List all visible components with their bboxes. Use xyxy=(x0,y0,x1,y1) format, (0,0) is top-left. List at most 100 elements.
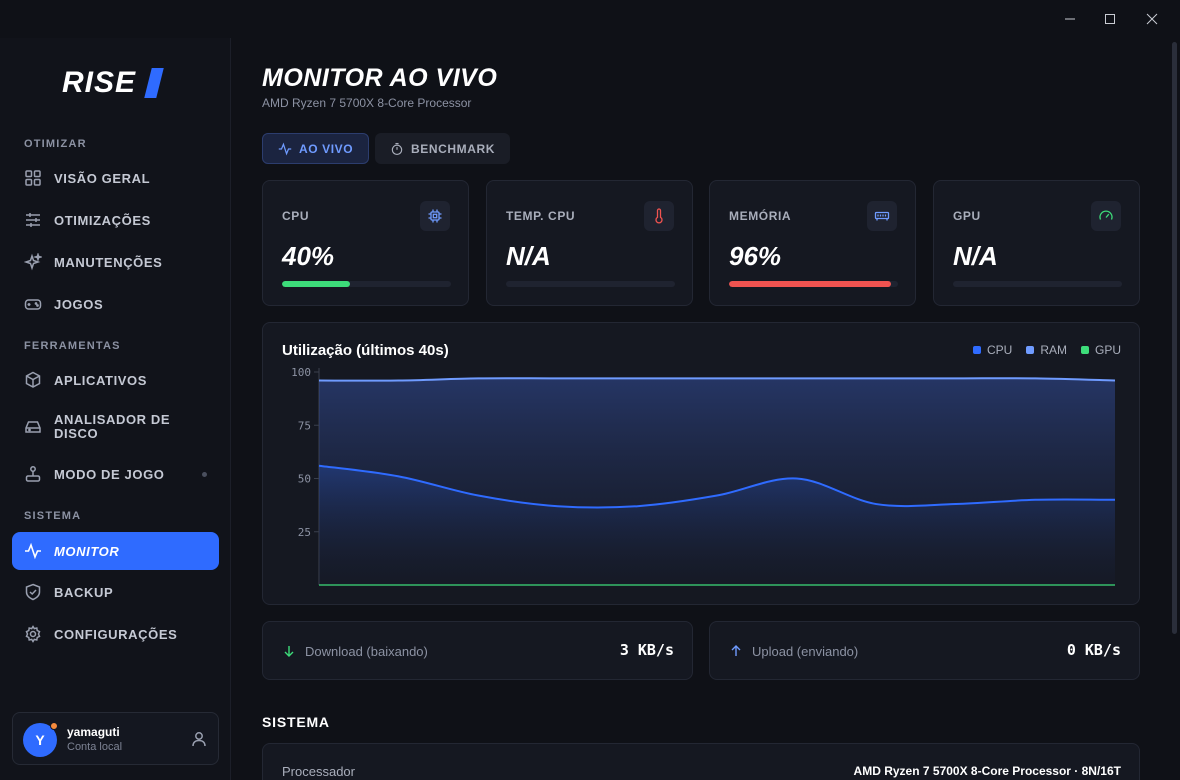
memory-icon xyxy=(867,201,897,231)
tab-label: AO VIVO xyxy=(299,141,354,156)
user-icon[interactable] xyxy=(190,730,208,748)
scrollbar[interactable] xyxy=(1172,42,1177,634)
sidebar-item-jogos[interactable]: JOGOS xyxy=(12,285,219,323)
maximize-button[interactable] xyxy=(1098,8,1122,30)
sliders-icon xyxy=(24,211,42,229)
download-value: 3 KB/s xyxy=(619,641,674,659)
stat-card-memoria: MEMÓRIA 96% xyxy=(709,180,916,306)
activity-icon xyxy=(24,542,42,560)
stat-value: N/A xyxy=(506,241,551,271)
status-indicator xyxy=(50,722,58,730)
user-subtitle: Conta local xyxy=(67,741,123,753)
close-button[interactable] xyxy=(1140,8,1164,30)
system-key: Processador xyxy=(282,764,355,779)
gear-icon xyxy=(24,625,42,643)
stat-card-gpu: GPU N/A xyxy=(933,180,1140,306)
section-label-otimizar: OTIMIZAR xyxy=(24,138,87,150)
sidebar-item-visao-geral[interactable]: VISÃO GERAL xyxy=(12,159,219,197)
gauge-icon xyxy=(1091,201,1121,231)
progress-bar xyxy=(953,281,1122,287)
sidebar-item-label: MONITOR xyxy=(54,543,120,559)
ram-line xyxy=(318,377,1116,382)
shield-icon xyxy=(24,583,42,601)
sidebar-item-label: MANUTENÇÕES xyxy=(54,254,163,270)
sidebar-item-configuracoes[interactable]: CONFIGURAÇÕES xyxy=(12,615,219,653)
stat-label: GPU xyxy=(953,209,981,223)
progress-fill xyxy=(729,281,892,287)
sidebar-item-label: CONFIGURAÇÕES xyxy=(54,626,178,642)
sidebar-item-label: MODO DE JOGO xyxy=(54,466,165,482)
legend-swatch xyxy=(972,346,981,354)
page-title: MONITOR AO VIVO xyxy=(262,64,498,92)
upload-card: Upload (enviando) 0 KB/s xyxy=(709,621,1140,680)
y-tick-label: 100 xyxy=(291,366,311,379)
sidebar-item-monitor[interactable]: MONITOR xyxy=(12,532,219,570)
y-tick-label: 25 xyxy=(298,526,311,539)
status-dot xyxy=(202,472,207,477)
joystick-icon xyxy=(24,465,42,483)
section-label-ferramentas: FERRAMENTAS xyxy=(24,340,121,352)
upload-label: Upload (enviando) xyxy=(752,644,859,659)
minimize-button[interactable] xyxy=(1058,8,1082,30)
arrow-up-icon xyxy=(731,645,741,656)
legend-label: GPU xyxy=(1094,343,1121,357)
sidebar-item-analisador-de-disco[interactable]: ANALISADOR DE DISCO xyxy=(12,406,219,448)
legend-swatch xyxy=(1026,346,1035,354)
cpu-area xyxy=(319,465,1115,585)
tab-label: BENCHMARK xyxy=(411,141,496,156)
sidebar-item-backup[interactable]: BACKUP xyxy=(12,573,219,611)
brand-name: RISE xyxy=(62,66,137,99)
arrow-down-icon xyxy=(284,646,294,657)
tab-ao-vivo[interactable]: AO VIVO xyxy=(262,133,370,164)
sparkles-icon xyxy=(24,253,42,271)
stat-label: MEMÓRIA xyxy=(729,209,792,223)
maximize-icon xyxy=(1105,14,1115,24)
package-icon xyxy=(24,371,42,389)
legend-item-ram: RAM xyxy=(1026,343,1067,357)
sidebar-item-aplicativos[interactable]: APLICATIVOS xyxy=(12,361,219,399)
utilization-chart: 25 50 75 100 xyxy=(291,366,1116,586)
stat-card-cpu: CPU 40% xyxy=(262,180,469,306)
progress-bar xyxy=(506,281,675,287)
sidebar-item-otimizacoes[interactable]: OTIMIZAÇÕES xyxy=(12,201,219,239)
stat-value: 40% xyxy=(282,241,335,271)
legend-label: CPU xyxy=(986,343,1013,357)
sidebar-item-label: APLICATIVOS xyxy=(54,372,148,388)
sidebar-item-label: VISÃO GERAL xyxy=(54,170,151,186)
legend-swatch xyxy=(1080,346,1089,354)
main-content: MONITOR AO VIVO AMD Ryzen 7 5700X 8-Core… xyxy=(232,38,1168,780)
y-tick-label: 75 xyxy=(298,419,311,432)
sidebar-item-label: OTIMIZAÇÕES xyxy=(54,212,151,228)
chart-title: Utilização (últimos 40s) xyxy=(282,342,449,359)
system-info-row: Processador AMD Ryzen 7 5700X 8-Core Pro… xyxy=(262,743,1140,780)
page-subtitle: AMD Ryzen 7 5700X 8-Core Processor xyxy=(262,96,472,110)
sidebar-item-manutencoes[interactable]: MANUTENÇÕES xyxy=(12,243,219,281)
system-heading: SISTEMA xyxy=(262,714,330,730)
download-label: Download (baixando) xyxy=(305,644,428,659)
logo-mark xyxy=(144,68,164,98)
stat-label: CPU xyxy=(282,209,310,223)
stat-card-temp-cpu: TEMP. CPU N/A xyxy=(486,180,693,306)
upload-value: 0 KB/s xyxy=(1066,641,1121,659)
sidebar-item-label: BACKUP xyxy=(54,584,114,600)
gamepad-icon xyxy=(24,295,42,313)
stopwatch-icon xyxy=(391,142,403,155)
grid-icon xyxy=(24,169,42,187)
progress-bar xyxy=(282,281,451,287)
chart-legend: CPU RAM GPU xyxy=(972,343,1121,357)
tab-benchmark[interactable]: BENCHMARK xyxy=(375,133,511,164)
user-name: yamaguti xyxy=(67,725,120,739)
stat-value: 96% xyxy=(729,241,782,271)
user-card[interactable]: Y yamaguti Conta local xyxy=(12,712,219,765)
brand-logo: RISE xyxy=(62,66,164,100)
legend-item-gpu: GPU xyxy=(1080,343,1121,357)
legend-item-cpu: CPU xyxy=(972,343,1013,357)
close-icon xyxy=(1146,13,1158,25)
legend-label: RAM xyxy=(1040,343,1067,357)
y-tick-label: 50 xyxy=(298,473,311,486)
sidebar-item-modo-de-jogo[interactable]: MODO DE JOGO xyxy=(12,455,219,493)
section-label-sistema: SISTEMA xyxy=(24,510,82,522)
progress-fill xyxy=(282,281,350,287)
sidebar: RISE OTIMIZAR VISÃO GERAL OTIMIZAÇÕES MA… xyxy=(0,38,231,780)
minimize-icon xyxy=(1065,18,1075,20)
